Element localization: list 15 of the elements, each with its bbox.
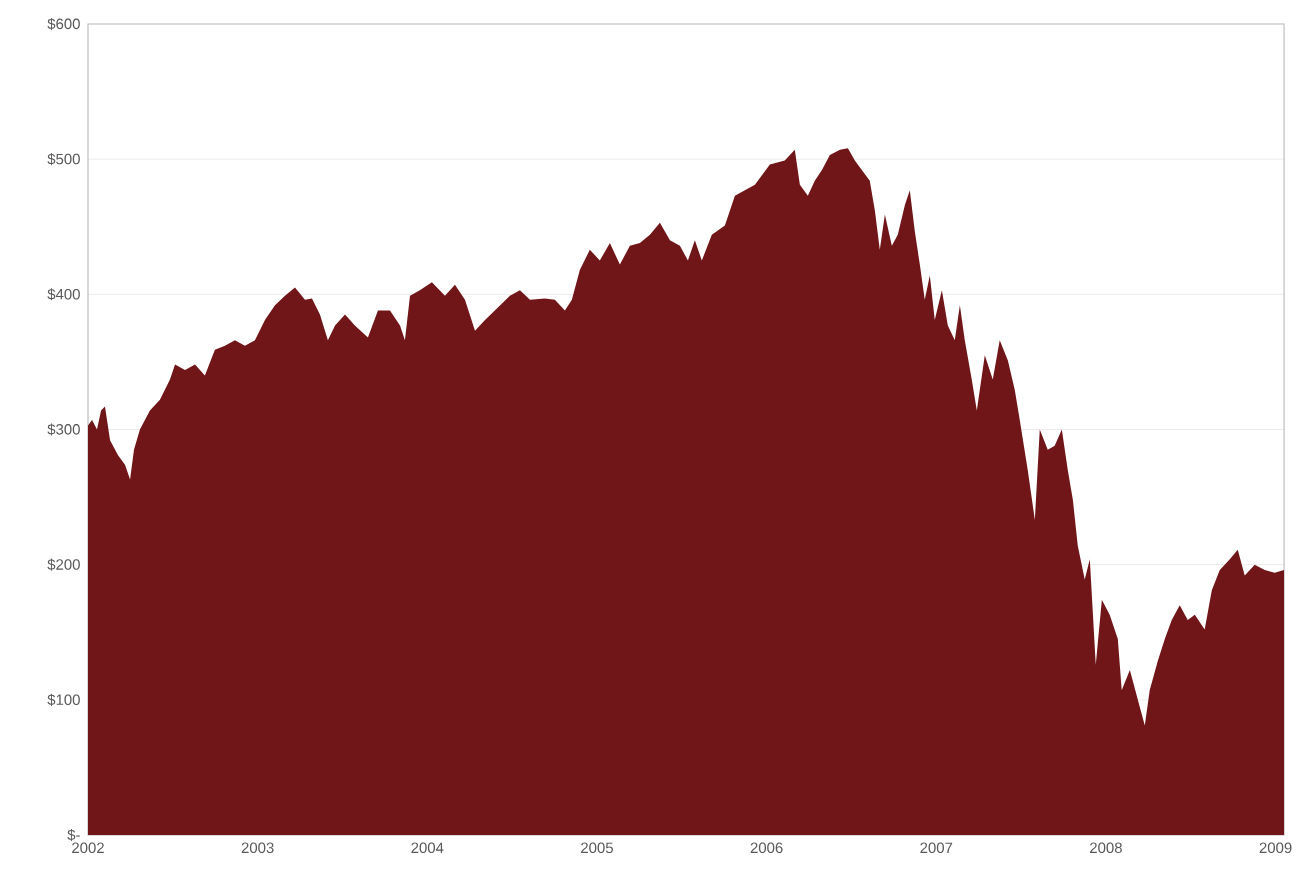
x-tick-label: 2004 (411, 842, 444, 854)
x-tick-label: 2003 (241, 842, 274, 854)
y-tick-label: $- (67, 828, 80, 842)
x-tick-label: 2005 (581, 842, 613, 854)
y-tick-label: $400 (47, 288, 80, 301)
x-tick-label: 2009 (1259, 842, 1292, 854)
y-tick-label: $600 (47, 17, 80, 31)
y-tick-label: $100 (47, 693, 80, 706)
y-tick-label: $500 (47, 153, 80, 166)
y-tick-label: $300 (47, 423, 80, 436)
x-tick-label: 2007 (920, 842, 953, 854)
x-tick-label: 2008 (1090, 842, 1122, 854)
x-tick-label: 2006 (750, 842, 783, 854)
x-tick-label: 2002 (72, 842, 104, 854)
y-tick-label: $200 (47, 558, 80, 571)
